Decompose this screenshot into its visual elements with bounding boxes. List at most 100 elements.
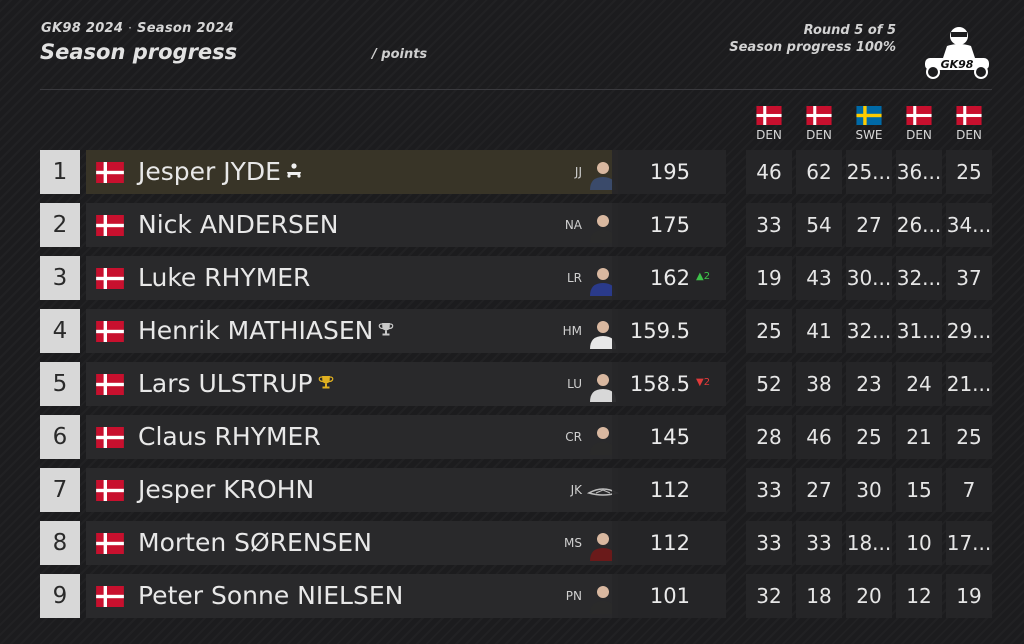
round-points-cell: 52 <box>746 362 792 406</box>
round-points-cell: 25... <box>846 150 892 194</box>
driver-name-wrap: Jesper JYDE <box>138 150 303 194</box>
position-number: 3 <box>40 256 80 300</box>
driver-avatar <box>590 427 616 455</box>
denmark-flag-icon <box>96 374 124 395</box>
round-points-cell: 37 <box>946 256 992 300</box>
round-points-cell: 25 <box>946 150 992 194</box>
round-column-4: DEN <box>896 106 942 142</box>
driver-cell: Luke RHYMER LR <box>86 256 618 300</box>
position-number: 4 <box>40 309 80 353</box>
kart-icon <box>286 163 301 178</box>
sweden-flag-icon <box>856 106 882 125</box>
round-points-cell: 32... <box>896 256 942 300</box>
driver-name: Luke RHYMER <box>138 263 311 292</box>
denmark-flag-icon <box>96 268 124 289</box>
total-points-cell: 159.5 <box>612 309 726 353</box>
denmark-flag-icon <box>956 106 982 125</box>
round-points-cell: 38 <box>796 362 842 406</box>
driver-abbreviation: JJ <box>574 165 582 179</box>
round-points-cell: 33 <box>746 521 792 565</box>
separator: · <box>128 21 133 35</box>
round-country-code: DEN <box>806 128 832 142</box>
driver-cell: Peter Sonne NIELSEN PN <box>86 574 618 618</box>
round-points-cell: 21 <box>896 415 942 459</box>
standings-row[interactable]: 5 Lars ULSTRUP LU 158.5 ▼2 52 38 23 24 21... <box>40 362 1000 406</box>
driver-name: Jesper JYDE <box>138 157 281 186</box>
round-points-cell: 20 <box>846 574 892 618</box>
denmark-flag-icon <box>96 215 124 236</box>
standings-row[interactable]: 7 Jesper KROHN JK 112 33 27 30 15 7 <box>40 468 1000 512</box>
round-points-cell: 32 <box>746 574 792 618</box>
driver-avatar <box>590 321 616 349</box>
driver-cell: Morten SØRENSEN MS <box>86 521 618 565</box>
total-points-cell: 195 <box>612 150 726 194</box>
round-label: Round 5 of 5 <box>803 23 896 38</box>
driver-name: Lars ULSTRUP <box>138 369 313 398</box>
total-points-cell: 112 <box>612 468 726 512</box>
total-points: 145 <box>649 425 690 449</box>
standings-row[interactable]: 6 Claus RHYMER CR 145 28 46 25 21 25 <box>40 415 1000 459</box>
total-points: 112 <box>649 531 690 555</box>
denmark-flag-icon <box>96 586 124 607</box>
total-points-cell: 162 ▲2 <box>612 256 726 300</box>
total-points: 195 <box>649 160 690 184</box>
season-name: Season 2024 <box>137 21 234 36</box>
round-points-cell: 18... <box>846 521 892 565</box>
standings-row[interactable]: 1 Jesper JYDE JJ 195 46 62 25... 36... 25 <box>40 150 1000 194</box>
driver-cell: Jesper JYDE JJ <box>86 150 618 194</box>
driver-cell: Jesper KROHN JK <box>86 468 620 512</box>
driver-abbreviation: HM <box>562 324 582 338</box>
round-points-cell: 7 <box>946 468 992 512</box>
trophy-silver-icon <box>379 323 394 336</box>
round-points-cell: 12 <box>896 574 942 618</box>
round-country-code: DEN <box>756 128 782 142</box>
round-points-cell: 19 <box>746 256 792 300</box>
denmark-flag-icon <box>96 480 124 501</box>
round-points-cell: 33 <box>746 468 792 512</box>
round-points-cell: 21... <box>946 362 992 406</box>
denmark-flag-icon <box>96 427 124 448</box>
trophy-gold-icon <box>318 376 333 389</box>
round-points-cell: 23 <box>846 362 892 406</box>
driver-avatar <box>590 374 616 402</box>
driver-avatar <box>590 162 616 190</box>
round-points-cell: 30 <box>846 468 892 512</box>
standings-row[interactable]: 9 Peter Sonne NIELSEN PN 101 32 18 20 12 19 <box>40 574 1000 618</box>
header: GK98 2024 · Season 2024 Season progress … <box>40 18 992 90</box>
round-points-cell: 19 <box>946 574 992 618</box>
round-points-cell: 43 <box>796 256 842 300</box>
round-points-cell: 54 <box>796 203 842 247</box>
driver-abbreviation: NA <box>564 218 582 232</box>
total-points: 159.5 <box>629 319 690 343</box>
denmark-flag-icon <box>756 106 782 125</box>
driver-name-wrap: Jesper KROHN <box>138 468 314 512</box>
round-points-cell: 29... <box>946 309 992 353</box>
total-points: 158.5 <box>629 372 690 396</box>
driver-name: Morten SØRENSEN <box>138 528 372 557</box>
total-points-cell: 158.5 ▼2 <box>612 362 726 406</box>
standings-row[interactable]: 2 Nick ANDERSEN NA 175 33 54 27 26... 34... <box>40 203 1000 247</box>
standings-row[interactable]: 8 Morten SØRENSEN MS 112 33 33 18... 10 17... <box>40 521 1000 565</box>
round-points-cell: 25 <box>946 415 992 459</box>
driver-name-wrap: Nick ANDERSEN <box>138 203 338 247</box>
driver-abbreviation: MS <box>564 536 582 550</box>
page-title: Season progress <box>40 40 238 64</box>
denmark-flag-icon <box>96 321 124 342</box>
round-points-cell: 27 <box>846 203 892 247</box>
round-points-cell: 31... <box>896 309 942 353</box>
total-points: 101 <box>649 584 690 608</box>
standings-row[interactable]: 4 Henrik MATHIASEN HM 159.5 25 41 32... 31... 29… <box>40 309 1000 353</box>
position-number: 9 <box>40 574 80 618</box>
denmark-flag-icon <box>806 106 832 125</box>
round-country-code: SWE <box>855 128 883 142</box>
round-points-cell: 17... <box>946 521 992 565</box>
standings-row[interactable]: 3 Luke RHYMER LR 162 ▲2 19 43 30... 32... 37 <box>40 256 1000 300</box>
total-points: 112 <box>649 478 690 502</box>
driver-abbreviation: JK <box>570 483 582 497</box>
driver-abbreviation: PN <box>565 589 582 603</box>
total-points-cell: 175 <box>612 203 726 247</box>
round-points-cell: 33 <box>746 203 792 247</box>
round-points-cell: 46 <box>746 150 792 194</box>
round-column-1: DEN <box>746 106 792 142</box>
round-points-cell: 33 <box>796 521 842 565</box>
